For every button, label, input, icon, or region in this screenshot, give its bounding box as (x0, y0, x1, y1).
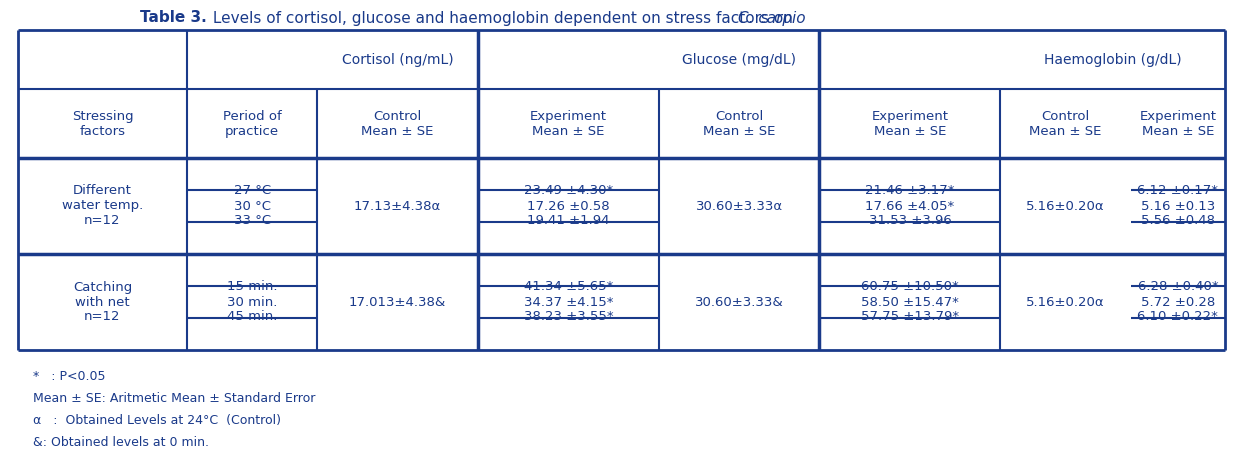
Text: Mean ± SE: Aritmetic Mean ± Standard Error: Mean ± SE: Aritmetic Mean ± Standard Err… (34, 392, 315, 405)
Text: 21.46 ±3.17*
17.66 ±4.05*
31.53 ±3.96: 21.46 ±3.17* 17.66 ±4.05* 31.53 ±3.96 (865, 184, 954, 227)
Text: Experiment
Mean ± SE: Experiment Mean ± SE (530, 110, 607, 138)
Text: 30.60±3.33α: 30.60±3.33α (696, 199, 783, 212)
Text: 6.12 ±0.17*
5.16 ±0.13
5.56 ±0.48: 6.12 ±0.17* 5.16 ±0.13 5.56 ±0.48 (1138, 184, 1219, 227)
Text: Glucose (mg/dL): Glucose (mg/dL) (683, 53, 797, 67)
Text: 5.16±0.20α: 5.16±0.20α (1026, 295, 1104, 308)
Text: Table 3.: Table 3. (140, 10, 207, 26)
Text: Period of
practice: Period of practice (223, 110, 282, 138)
Text: &: Obtained levels at 0 min.: &: Obtained levels at 0 min. (34, 436, 208, 449)
Text: Cortisol (ng/mL): Cortisol (ng/mL) (341, 53, 453, 67)
Text: 23.49 ±4.30*
17.26 ±0.58
19.41 ±1.94: 23.49 ±4.30* 17.26 ±0.58 19.41 ±1.94 (524, 184, 613, 227)
Text: Stressing
factors: Stressing factors (72, 110, 133, 138)
Text: Levels of cortisol, glucose and haemoglobin dependent on stress factors on: Levels of cortisol, glucose and haemoglo… (208, 10, 798, 26)
Text: 6.28 ±0.40*
5.72 ±0.28
6.10 ±0.22*: 6.28 ±0.40* 5.72 ±0.28 6.10 ±0.22* (1138, 281, 1219, 323)
Text: Catching
with net
n=12: Catching with net n=12 (73, 281, 132, 323)
Text: 41.34 ±5.65*
34.37 ±4.15*
38.23 ±3.55*: 41.34 ±5.65* 34.37 ±4.15* 38.23 ±3.55* (524, 281, 613, 323)
Text: 27 °C
30 °C
33 °C: 27 °C 30 °C 33 °C (233, 184, 271, 227)
Text: 30.60±3.33&: 30.60±3.33& (695, 295, 783, 308)
Text: 15 min.
30 min.
45 min.: 15 min. 30 min. 45 min. (227, 281, 278, 323)
Text: 60.75 ±10.50*
58.50 ±15.47*
57.75 ±13.79*: 60.75 ±10.50* 58.50 ±15.47* 57.75 ±13.79… (861, 281, 959, 323)
Text: Control
Mean ± SE: Control Mean ± SE (1030, 110, 1102, 138)
Text: Control
Mean ± SE: Control Mean ± SE (702, 110, 776, 138)
Text: Experiment
Mean ± SE: Experiment Mean ± SE (871, 110, 948, 138)
Text: 17.13±4.38α: 17.13±4.38α (354, 199, 442, 212)
Text: 17.013±4.38&: 17.013±4.38& (349, 295, 447, 308)
Text: C. carpio: C. carpio (738, 10, 805, 26)
Text: 5.16±0.20α: 5.16±0.20α (1026, 199, 1104, 212)
Text: Different
water temp.
n=12: Different water temp. n=12 (62, 184, 143, 227)
Text: Haemoglobin (g/dL): Haemoglobin (g/dL) (1044, 53, 1181, 67)
Text: Control
Mean ± SE: Control Mean ± SE (361, 110, 434, 138)
Text: *   : P<0.05: * : P<0.05 (34, 370, 105, 383)
Text: α   :  Obtained Levels at 24°C  (Control): α : Obtained Levels at 24°C (Control) (34, 414, 280, 427)
Text: Experiment
Mean ± SE: Experiment Mean ± SE (1139, 110, 1216, 138)
